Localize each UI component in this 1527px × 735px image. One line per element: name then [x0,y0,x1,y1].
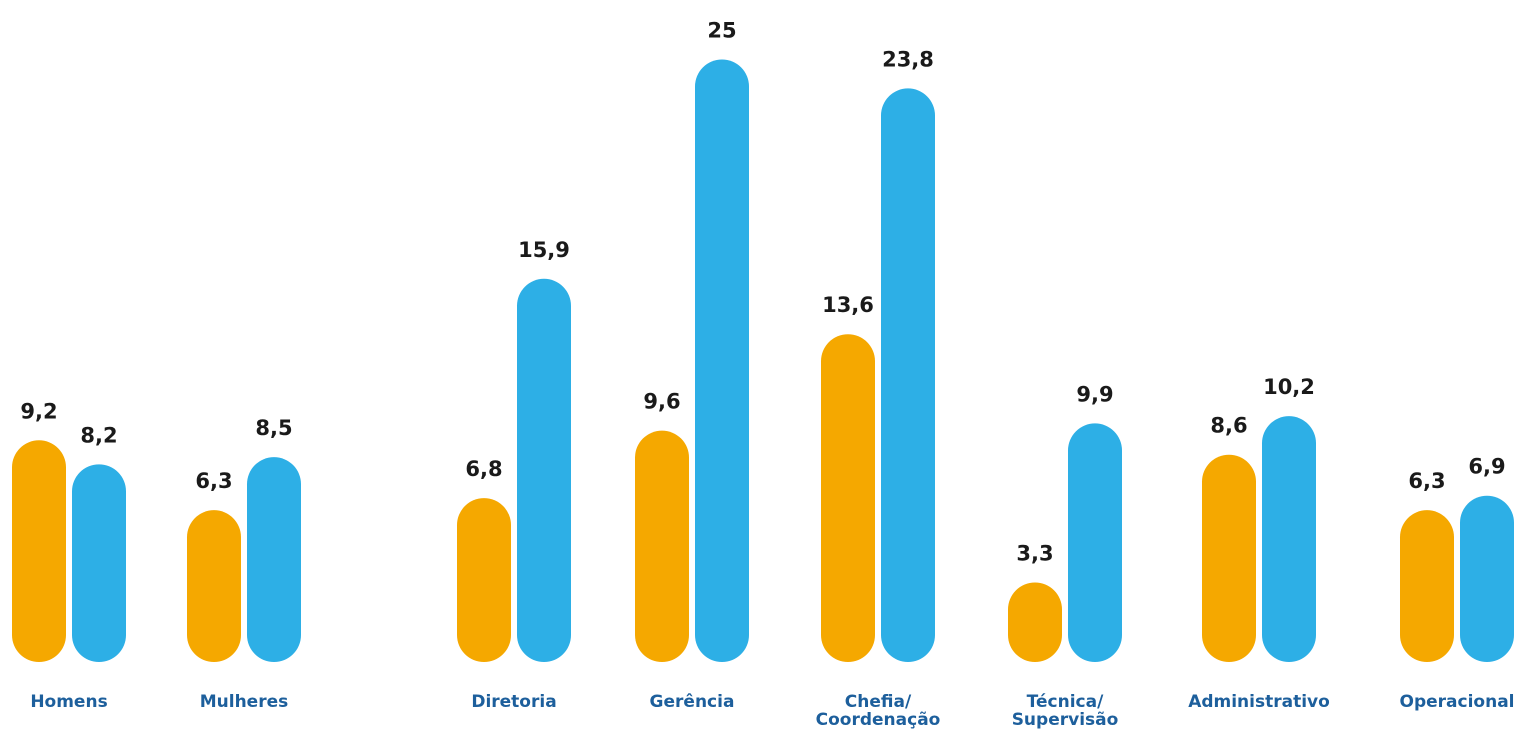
bar-gerencia-series-2 [695,59,749,662]
bar-chefia-coordenacao-series-2 [881,88,935,663]
value-label-administrativo-series-2: 10,2 [1263,375,1315,399]
bar-chefia-coordenacao-series-1 [821,334,875,662]
value-label-diretoria-series-1: 6,8 [465,457,502,481]
category-label-mulheres: Mulheres [200,692,289,712]
bar-homens-series-1 [12,440,66,662]
value-label-diretoria-series-2: 15,9 [518,238,570,262]
category-labels-group: Homens Mulheres Diretoria Gerência Chefia/Co… [30,692,1514,730]
bar-operacional-series-2 [1460,495,1514,662]
category-label-gerencia: Gerência [650,692,735,712]
value-label-gerencia-series-1: 9,6 [643,390,680,414]
bar-gerencia-series-1 [635,430,689,662]
value-label-mulheres-series-2: 8,5 [255,416,292,440]
category-label-operacional: Operacional [1400,692,1515,712]
bar-tecnica-supervisao-series-1 [1008,582,1062,662]
bar-diretoria-series-1 [457,498,511,662]
value-label-homens-series-1: 9,2 [20,399,57,423]
category-label-tecnica-supervisao: Técnica/Supervisão [1012,692,1119,730]
bar-administrativo-series-2 [1262,416,1316,662]
value-label-homens-series-2: 8,2 [80,423,117,447]
bar-tecnica-supervisao-series-2 [1068,423,1122,662]
bar-homens-series-2 [72,464,126,662]
bars-group [12,59,1514,663]
value-labels-group: 9,2 8,2 6,3 8,5 6,8 15,9 9,6 25 13,6 23,8 3,3 9,9 8,… [20,19,1505,566]
bar-mulheres-series-1 [187,510,241,662]
value-label-tecnica-supervisao-series-2: 9,9 [1076,382,1113,406]
category-label-homens: Homens [30,692,107,712]
value-label-tecnica-supervisao-series-1: 3,3 [1016,541,1053,565]
value-label-mulheres-series-1: 6,3 [195,469,232,493]
bar-operacional-series-1 [1400,510,1454,662]
category-label-diretoria: Diretoria [471,692,556,712]
bar-diretoria-series-2 [517,278,571,662]
value-label-administrativo-series-1: 8,6 [1210,414,1247,438]
category-label-administrativo: Administrativo [1188,692,1330,712]
bar-administrativo-series-1 [1202,454,1256,662]
value-label-gerencia-series-2: 25 [707,19,736,43]
value-label-chefia-coordenacao-series-2: 23,8 [882,47,934,71]
bar-mulheres-series-2 [247,457,301,662]
value-label-operacional-series-1: 6,3 [1408,469,1445,493]
value-label-chefia-coordenacao-series-1: 13,6 [822,293,874,317]
category-label-chefia-coordenacao: Chefia/Coordenação [816,692,941,730]
value-label-operacional-series-2: 6,9 [1468,455,1505,479]
